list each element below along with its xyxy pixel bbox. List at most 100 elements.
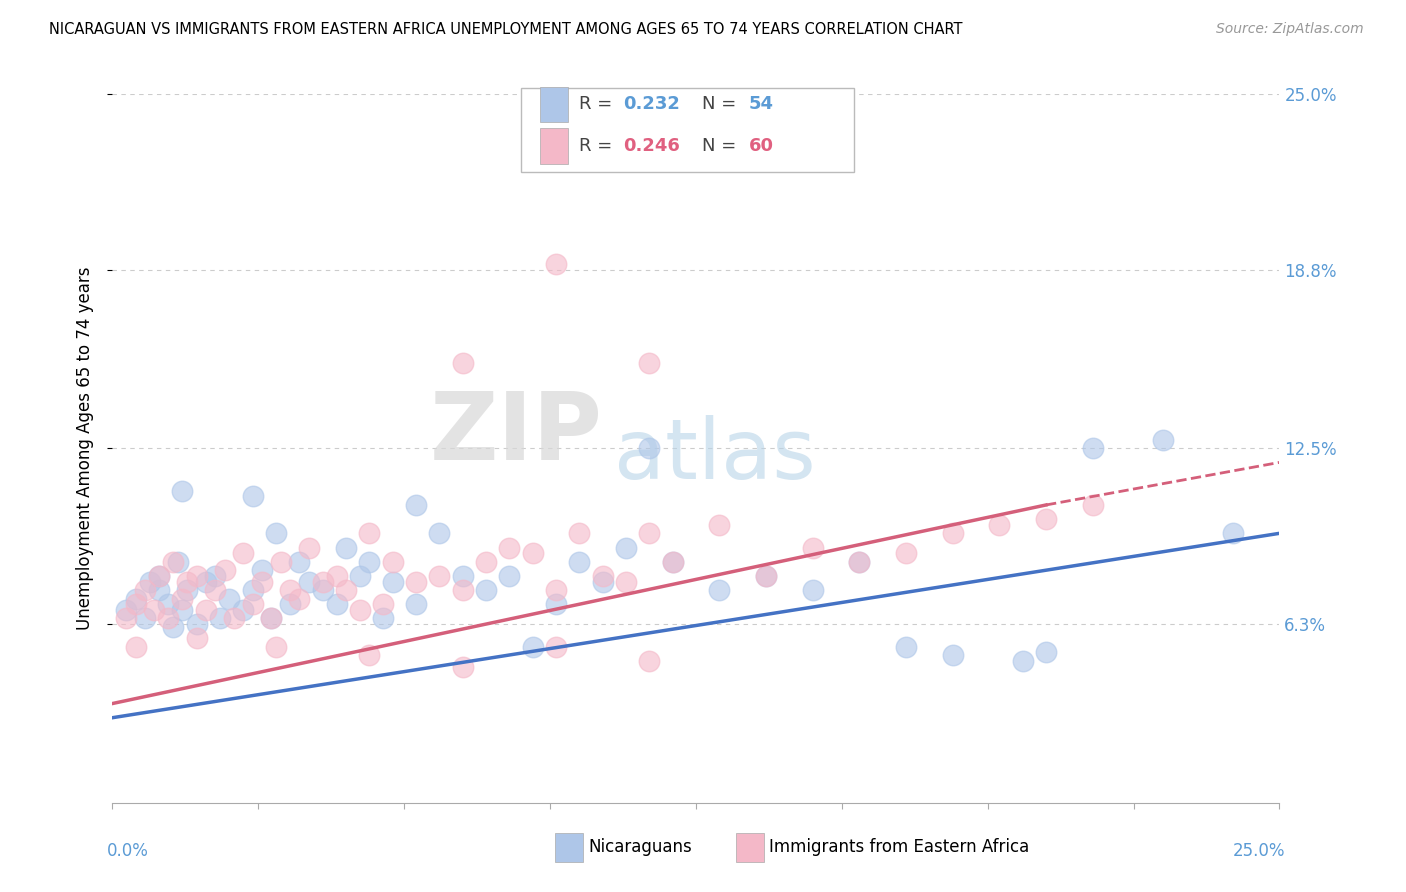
Point (297, 574, 319, 589)
Point (451, 659, 474, 673)
Point (568, 555, 591, 569)
Point (176, 583, 198, 598)
Point (172, 483, 194, 498)
Point (451, 356, 474, 370)
Point (427, 569, 450, 583)
Point (264, 640, 287, 654)
FancyBboxPatch shape (735, 833, 763, 862)
Point (148, 583, 170, 598)
Point (755, 569, 778, 583)
Point (194, 603, 217, 617)
Point (143, 603, 166, 617)
Point (1081, 441, 1104, 455)
Point (848, 555, 870, 569)
Text: Nicaraguans: Nicaraguans (589, 838, 692, 856)
Point (134, 611, 156, 625)
Y-axis label: Unemployment Among Ages 65 to 74 years: Unemployment Among Ages 65 to 74 years (76, 267, 94, 630)
Point (125, 640, 148, 654)
Point (475, 555, 498, 569)
Point (115, 611, 138, 625)
Point (204, 569, 226, 583)
Point (186, 632, 208, 646)
Point (614, 541, 637, 555)
Point (242, 597, 264, 611)
Point (311, 583, 333, 598)
Point (427, 526, 450, 541)
Point (638, 526, 661, 541)
Point (157, 611, 180, 625)
Point (139, 574, 162, 589)
Point (381, 555, 404, 569)
Text: 0.246: 0.246 (624, 136, 681, 155)
Point (755, 569, 778, 583)
FancyBboxPatch shape (540, 87, 568, 122)
Point (148, 569, 170, 583)
Point (1035, 645, 1057, 659)
Point (661, 555, 683, 569)
Point (592, 574, 614, 589)
Point (157, 597, 180, 611)
Point (349, 603, 371, 617)
Point (405, 574, 427, 589)
Point (894, 640, 917, 654)
Point (288, 555, 311, 569)
Point (661, 555, 683, 569)
Point (709, 583, 731, 598)
Point (222, 611, 245, 625)
Point (894, 546, 917, 560)
Point (166, 555, 188, 569)
Point (288, 591, 311, 606)
Point (848, 555, 870, 569)
Point (1011, 654, 1033, 668)
Point (544, 583, 567, 598)
Text: Source: ZipAtlas.com: Source: ZipAtlas.com (1216, 22, 1364, 37)
Point (335, 583, 357, 598)
Point (1222, 526, 1244, 541)
Point (498, 541, 520, 555)
Point (638, 654, 661, 668)
Text: N =: N = (702, 95, 742, 113)
Point (162, 555, 184, 569)
Point (115, 603, 138, 617)
Point (264, 526, 287, 541)
Point (475, 583, 498, 598)
Point (942, 526, 965, 541)
Point (801, 583, 824, 598)
Point (544, 257, 567, 271)
Point (278, 583, 301, 598)
Point (186, 617, 208, 632)
Point (232, 546, 254, 560)
Text: 0.232: 0.232 (624, 95, 681, 113)
Point (297, 541, 319, 555)
Text: 60: 60 (748, 136, 773, 155)
Point (544, 597, 567, 611)
Point (942, 648, 965, 663)
FancyBboxPatch shape (540, 128, 568, 163)
Text: 0.0%: 0.0% (107, 842, 149, 860)
Point (373, 597, 395, 611)
Point (349, 569, 371, 583)
Point (451, 569, 474, 583)
FancyBboxPatch shape (555, 833, 582, 862)
Point (242, 583, 264, 598)
Point (250, 563, 273, 577)
Point (405, 498, 427, 512)
Text: R =: R = (579, 95, 619, 113)
Point (988, 517, 1011, 532)
Point (498, 569, 520, 583)
Point (638, 441, 661, 455)
Point (373, 611, 395, 625)
Point (325, 569, 347, 583)
Point (260, 611, 283, 625)
Point (125, 597, 148, 611)
Point (250, 574, 273, 589)
Point (568, 526, 591, 541)
Point (801, 541, 824, 555)
Point (381, 574, 404, 589)
Text: NICARAGUAN VS IMMIGRANTS FROM EASTERN AFRICA UNEMPLOYMENT AMONG AGES 65 TO 74 YE: NICARAGUAN VS IMMIGRANTS FROM EASTERN AF… (49, 22, 963, 37)
Point (172, 591, 194, 606)
Point (176, 574, 198, 589)
Point (172, 603, 194, 617)
Point (148, 569, 170, 583)
Point (242, 490, 264, 504)
